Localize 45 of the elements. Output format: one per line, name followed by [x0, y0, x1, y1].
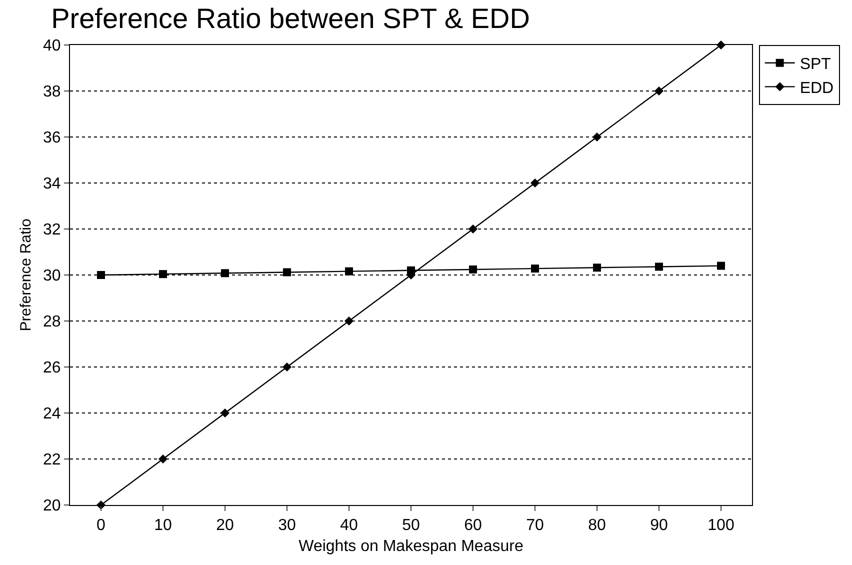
point: [655, 262, 663, 271]
y-tick-label: 20: [43, 498, 61, 515]
point: [97, 271, 105, 279]
point: [593, 264, 601, 272]
x-tick-label: 70: [526, 517, 544, 534]
point: [344, 316, 354, 326]
x-tick-label: 0: [96, 517, 106, 534]
point: [158, 454, 168, 464]
point: [221, 269, 229, 278]
legend-label: SPT: [800, 56, 832, 74]
y-tick-label: 34: [43, 176, 61, 193]
point: [469, 265, 477, 274]
x-tick-label: 40: [340, 517, 358, 534]
y-tick-label: 30: [43, 268, 61, 285]
point: [654, 86, 664, 96]
x-tick-label: 10: [154, 517, 172, 534]
y-tick-label: 28: [43, 314, 61, 331]
x-tick-label: 30: [278, 517, 296, 534]
point: [282, 362, 292, 372]
point: [530, 178, 540, 188]
point: [468, 224, 478, 234]
x-tick-label: 20: [216, 517, 234, 534]
x-tick-label: 50: [402, 517, 420, 534]
x-axis-title: Weights on Makespan Measure: [298, 538, 524, 555]
y-tick-label: 26: [43, 360, 61, 377]
point: [531, 264, 539, 273]
y-tick-label: 36: [43, 130, 61, 147]
x-tick-label: 60: [464, 517, 482, 534]
y-tick-label: 40: [43, 38, 61, 55]
y-tick-label: 38: [43, 84, 61, 101]
point: [345, 267, 353, 276]
point: [283, 268, 291, 276]
x-tick-label: 90: [650, 517, 668, 534]
y-tick-label: 22: [43, 452, 61, 469]
point: [220, 408, 230, 418]
point: [592, 132, 602, 142]
chart-title: Preference Ratio between SPT & EDD: [51, 3, 530, 34]
point: [159, 270, 167, 278]
y-tick-label: 32: [43, 222, 61, 239]
y-axis-title: Preference Ratio: [17, 218, 34, 332]
x-tick-label: 80: [588, 517, 606, 534]
y-tick-label: 24: [43, 406, 61, 423]
legend-label: EDD: [800, 80, 834, 97]
point: [717, 262, 725, 270]
x-tick-label: 100: [708, 517, 734, 534]
